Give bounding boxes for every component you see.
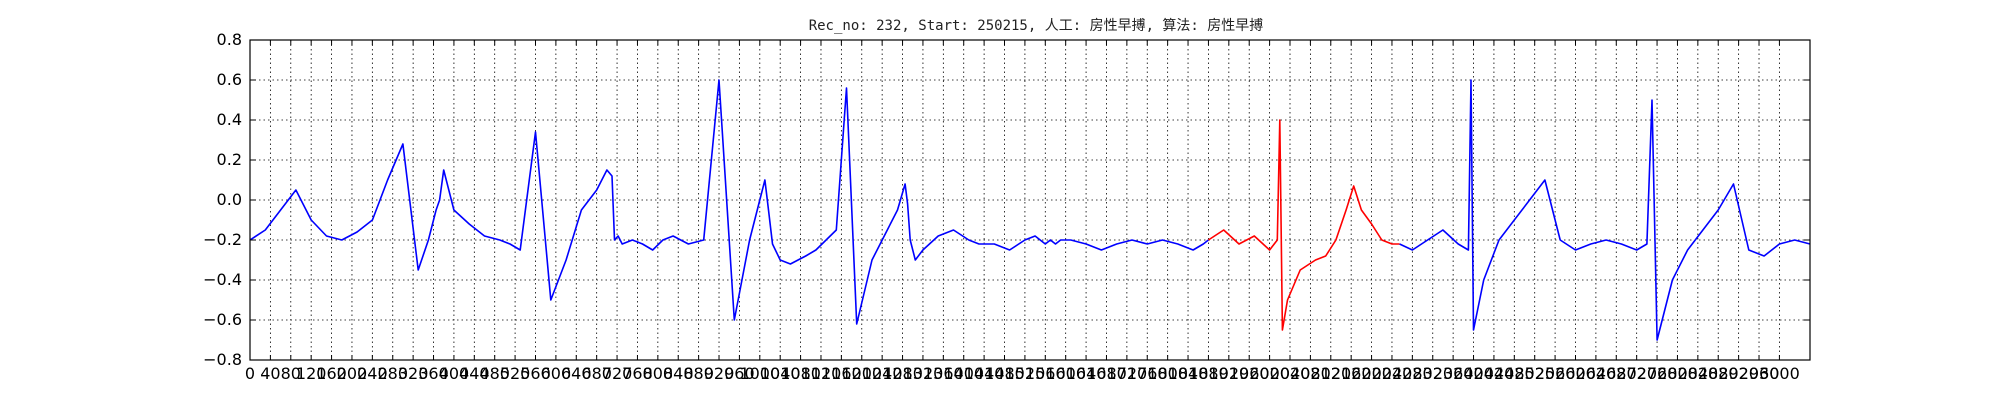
x-tick-label: 2880	[1698, 364, 1739, 383]
x-tick-label: 1200	[841, 364, 882, 383]
x-tick-label: 1680	[1086, 364, 1127, 383]
x-tick-label: 560	[520, 364, 551, 383]
x-tick-label: 1440	[964, 364, 1005, 383]
x-tick-label: 920	[704, 364, 735, 383]
x-tick-label: 1880	[1188, 364, 1229, 383]
x-tick-label: 280	[377, 364, 408, 383]
x-tick-label: 2800	[1657, 364, 1698, 383]
x-tick-label: 2080	[1290, 364, 1331, 383]
x-tick-label: 2760	[1637, 364, 1678, 383]
grid-lines	[250, 40, 1810, 360]
y-tick-label: 0.0	[217, 190, 242, 209]
x-tick-label: 360	[418, 364, 449, 383]
x-tick-label: 1760	[1127, 364, 1168, 383]
x-tick-label: 1000	[739, 364, 780, 383]
y-tick-label: 0.8	[217, 30, 242, 49]
x-tick-label: 520	[500, 364, 531, 383]
x-tick-label: 760	[622, 364, 653, 383]
x-tick-label: 680	[581, 364, 612, 383]
x-tick-label: 2440	[1474, 364, 1515, 383]
x-tick-label: 840	[663, 364, 694, 383]
x-tick-label: 2840	[1677, 364, 1718, 383]
x-tick-label: 480	[479, 364, 510, 383]
x-tick-label: 720	[602, 364, 633, 383]
x-tick-label: 1720	[1107, 364, 1148, 383]
x-tick-label: 2680	[1596, 364, 1637, 383]
x-tick-label: 2720	[1616, 364, 1657, 383]
x-tick-label: 3000	[1759, 364, 1800, 383]
x-tick-label: 880	[683, 364, 714, 383]
x-tick-label: 2040	[1270, 364, 1311, 383]
x-tick-label: 2520	[1514, 364, 1555, 383]
x-tick-label: 1920	[1208, 364, 1249, 383]
x-tick-label: 2160	[1331, 364, 1372, 383]
x-tick-label: 2200	[1351, 364, 1392, 383]
series-layer	[249, 79, 1811, 341]
x-tick-label: 1160	[821, 364, 862, 383]
y-axis: 0.8 0.6 0.4 0.2 0.0 −0.2 −0.4 −0.6 −0.8	[203, 30, 1810, 369]
x-tick-label: 400	[439, 364, 470, 383]
chart-title: Rec_no: 232, Start: 250215, 人工: 房性早搏, 算法…	[809, 17, 1264, 34]
x-tick-label: 1360	[923, 364, 964, 383]
x-tick-label: 80	[281, 364, 301, 383]
x-tick-label: 240	[357, 364, 388, 383]
x-tick-label: 1120	[801, 364, 842, 383]
x-tick-label: 2280	[1392, 364, 1433, 383]
y-tick-label: 0.6	[217, 70, 242, 89]
x-tick-label: 2960	[1739, 364, 1780, 383]
x-tick-label: 640	[561, 364, 592, 383]
x-tick-label: 440	[459, 364, 490, 383]
x-tick-label: 1320	[903, 364, 944, 383]
y-tick-label: −0.4	[203, 270, 242, 289]
x-tick-label: 600	[541, 364, 572, 383]
y-tick-label: −0.2	[203, 230, 242, 249]
x-tick-label: 1600	[1045, 364, 1086, 383]
y-tick-label: −0.6	[203, 310, 242, 329]
x-tick-label: 1520	[1005, 364, 1046, 383]
x-tick-label: 2560	[1535, 364, 1576, 383]
x-tick-label: 2920	[1718, 364, 1759, 383]
x-tick-label: 2640	[1576, 364, 1617, 383]
x-tick-label: 800	[643, 364, 674, 383]
x-tick-label: 2360	[1433, 364, 1474, 383]
x-tick-label: 2480	[1494, 364, 1535, 383]
x-tick-label: 1560	[1025, 364, 1066, 383]
x-tick-label: 1400	[943, 364, 984, 383]
x-tick-label: 160	[316, 364, 347, 383]
x-tick-label: 1280	[882, 364, 923, 383]
x-tick-label: 2240	[1372, 364, 1413, 383]
x-tick-label: 2400	[1453, 364, 1494, 383]
x-tick-label: 2600	[1555, 364, 1596, 383]
x-tick-label: 1800	[1147, 364, 1188, 383]
x-tick-label: 1240	[862, 364, 903, 383]
x-axis: 0 40 8012016020024028032036040044048052056…	[245, 40, 1800, 383]
x-tick-label: 120	[296, 364, 327, 383]
y-tick-label: −0.8	[203, 350, 242, 369]
x-tick-label: 200	[337, 364, 368, 383]
x-tick-label: 0	[245, 364, 255, 383]
series-line-0	[249, 79, 1209, 325]
x-tick-label: 960	[724, 364, 755, 383]
x-tick-label: 1960	[1229, 364, 1270, 383]
x-tick-label: 2000	[1249, 364, 1290, 383]
x-tick-label: 2120	[1310, 364, 1351, 383]
series-line-1	[1207, 119, 1400, 331]
x-tick-label: 1480	[984, 364, 1025, 383]
x-tick-label: 1840	[1168, 364, 1209, 383]
y-tick-label: 0.4	[217, 110, 242, 129]
x-tick-label: 320	[398, 364, 429, 383]
x-tick-label: 1080	[780, 364, 821, 383]
x-tick-label: 40	[260, 364, 280, 383]
x-tick-label: 1040	[760, 364, 801, 383]
x-tick-label: 2320	[1412, 364, 1453, 383]
y-tick-label: 0.2	[217, 150, 242, 169]
series-line-2	[1399, 79, 1811, 341]
x-tick-label: 1640	[1066, 364, 1107, 383]
